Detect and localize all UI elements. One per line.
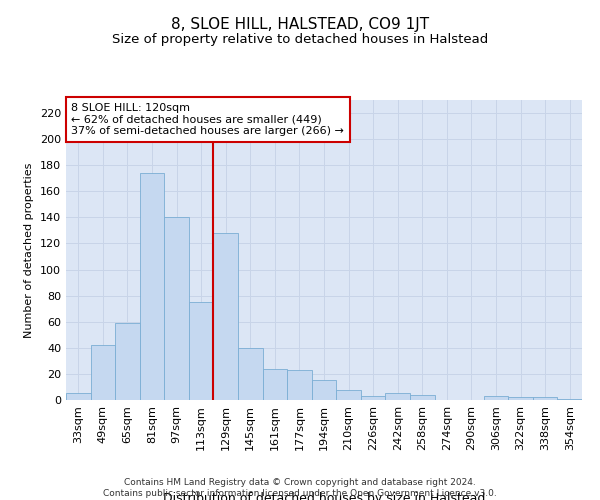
Bar: [115, 323, 140, 400]
Bar: [238, 348, 263, 400]
Bar: [312, 380, 336, 400]
Bar: [189, 302, 214, 400]
Text: Size of property relative to detached houses in Halstead: Size of property relative to detached ho…: [112, 32, 488, 46]
Bar: [66, 394, 91, 400]
Bar: [484, 396, 508, 400]
Bar: [140, 173, 164, 400]
Bar: [533, 398, 557, 400]
Bar: [263, 368, 287, 400]
Text: 8 SLOE HILL: 120sqm
← 62% of detached houses are smaller (449)
37% of semi-detac: 8 SLOE HILL: 120sqm ← 62% of detached ho…: [71, 103, 344, 136]
Bar: [287, 370, 312, 400]
Bar: [361, 396, 385, 400]
Bar: [336, 390, 361, 400]
Y-axis label: Number of detached properties: Number of detached properties: [25, 162, 34, 338]
Bar: [508, 398, 533, 400]
Bar: [410, 395, 434, 400]
Text: Contains HM Land Registry data © Crown copyright and database right 2024.
Contai: Contains HM Land Registry data © Crown c…: [103, 478, 497, 498]
Text: 8, SLOE HILL, HALSTEAD, CO9 1JT: 8, SLOE HILL, HALSTEAD, CO9 1JT: [171, 18, 429, 32]
Bar: [91, 345, 115, 400]
Bar: [385, 394, 410, 400]
X-axis label: Distribution of detached houses by size in Halstead: Distribution of detached houses by size …: [163, 492, 485, 500]
Bar: [214, 233, 238, 400]
Bar: [557, 398, 582, 400]
Bar: [164, 218, 189, 400]
